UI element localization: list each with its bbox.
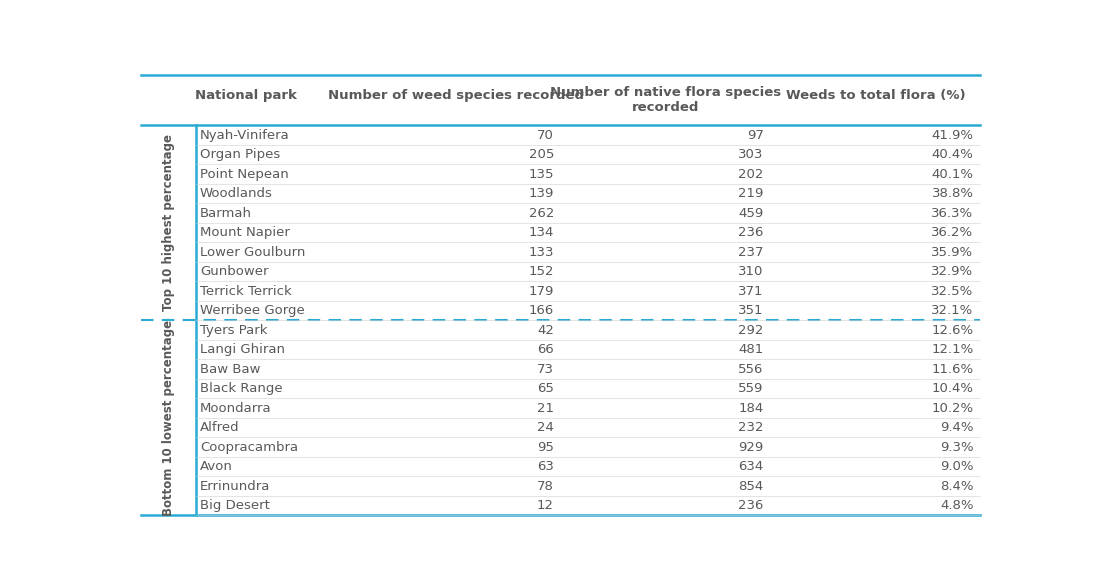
Text: 559: 559 <box>738 382 764 395</box>
Text: National park: National park <box>195 89 296 102</box>
Text: Coopracambra: Coopracambra <box>200 440 298 454</box>
Text: 41.9%: 41.9% <box>932 128 974 141</box>
Text: 262: 262 <box>528 207 554 220</box>
Text: 40.4%: 40.4% <box>932 148 974 161</box>
Text: 303: 303 <box>738 148 764 161</box>
Text: 24: 24 <box>537 421 554 434</box>
Text: 73: 73 <box>537 363 554 376</box>
Text: 4.8%: 4.8% <box>940 499 974 512</box>
Text: Top 10 highest percentage: Top 10 highest percentage <box>162 134 175 311</box>
Text: 63: 63 <box>537 460 554 473</box>
Text: Big Desert: Big Desert <box>200 499 269 512</box>
Text: 232: 232 <box>738 421 764 434</box>
Text: Errinundra: Errinundra <box>200 479 270 492</box>
Text: 78: 78 <box>537 479 554 492</box>
Text: 97: 97 <box>747 128 764 141</box>
Text: 166: 166 <box>528 304 554 317</box>
Text: 179: 179 <box>528 284 554 297</box>
Text: 9.0%: 9.0% <box>940 460 974 473</box>
Text: 12.6%: 12.6% <box>931 324 974 336</box>
Text: 133: 133 <box>528 245 554 259</box>
Text: 152: 152 <box>528 265 554 278</box>
Text: 42: 42 <box>537 324 554 336</box>
Text: Langi Ghiran: Langi Ghiran <box>200 343 284 356</box>
Text: 40.1%: 40.1% <box>932 168 974 180</box>
Text: 854: 854 <box>738 479 764 492</box>
Text: 134: 134 <box>528 226 554 239</box>
Text: 38.8%: 38.8% <box>932 187 974 200</box>
Text: Baw Baw: Baw Baw <box>200 363 260 376</box>
Text: 929: 929 <box>738 440 764 454</box>
Text: 10.2%: 10.2% <box>931 402 974 415</box>
Text: Mount Napier: Mount Napier <box>200 226 290 239</box>
Text: 32.1%: 32.1% <box>931 304 974 317</box>
Text: 219: 219 <box>738 187 764 200</box>
Text: Terrick Terrick: Terrick Terrick <box>200 284 291 297</box>
Text: 9.3%: 9.3% <box>940 440 974 454</box>
Text: 237: 237 <box>738 245 764 259</box>
Text: Bottom 10 lowest percentage: Bottom 10 lowest percentage <box>162 319 175 516</box>
Text: Woodlands: Woodlands <box>200 187 272 200</box>
Text: Number of weed species recorded: Number of weed species recorded <box>328 89 584 102</box>
Text: 95: 95 <box>537 440 554 454</box>
Text: 634: 634 <box>738 460 764 473</box>
Text: Organ Pipes: Organ Pipes <box>200 148 280 161</box>
Text: 12.1%: 12.1% <box>931 343 974 356</box>
Text: Alfred: Alfred <box>200 421 240 434</box>
Text: 65: 65 <box>537 382 554 395</box>
Text: Avon: Avon <box>200 460 233 473</box>
Text: Lower Goulburn: Lower Goulburn <box>200 245 305 259</box>
Text: 236: 236 <box>738 226 764 239</box>
Text: 32.9%: 32.9% <box>931 265 974 278</box>
Text: 371: 371 <box>738 284 764 297</box>
Text: Black Range: Black Range <box>200 382 282 395</box>
Text: Tyers Park: Tyers Park <box>200 324 267 336</box>
Text: 11.6%: 11.6% <box>931 363 974 376</box>
Text: 66: 66 <box>537 343 554 356</box>
Text: 32.5%: 32.5% <box>931 284 974 297</box>
Text: 8.4%: 8.4% <box>940 479 974 492</box>
Text: 459: 459 <box>738 207 764 220</box>
Text: 481: 481 <box>738 343 764 356</box>
Text: Moondarra: Moondarra <box>200 402 271 415</box>
Text: Werribee Gorge: Werribee Gorge <box>200 304 304 317</box>
Text: 202: 202 <box>738 168 764 180</box>
Text: 36.2%: 36.2% <box>931 226 974 239</box>
Text: 205: 205 <box>528 148 554 161</box>
Text: 310: 310 <box>738 265 764 278</box>
Text: Gunbower: Gunbower <box>200 265 268 278</box>
Text: 12: 12 <box>537 499 554 512</box>
Text: 70: 70 <box>537 128 554 141</box>
Text: 139: 139 <box>528 187 554 200</box>
Text: 351: 351 <box>738 304 764 317</box>
Text: Point Nepean: Point Nepean <box>200 168 289 180</box>
Text: 556: 556 <box>738 363 764 376</box>
Text: 9.4%: 9.4% <box>940 421 974 434</box>
Text: 292: 292 <box>738 324 764 336</box>
Text: 36.3%: 36.3% <box>931 207 974 220</box>
Text: 135: 135 <box>528 168 554 180</box>
Text: Barmah: Barmah <box>200 207 252 220</box>
Text: 35.9%: 35.9% <box>931 245 974 259</box>
Text: 184: 184 <box>738 402 764 415</box>
Text: Weeds to total flora (%): Weeds to total flora (%) <box>785 89 965 102</box>
Text: 21: 21 <box>537 402 554 415</box>
Text: Nyah-Vinifera: Nyah-Vinifera <box>200 128 290 141</box>
Text: 236: 236 <box>738 499 764 512</box>
Text: Number of native flora species
recorded: Number of native flora species recorded <box>550 86 781 114</box>
Text: 10.4%: 10.4% <box>932 382 974 395</box>
